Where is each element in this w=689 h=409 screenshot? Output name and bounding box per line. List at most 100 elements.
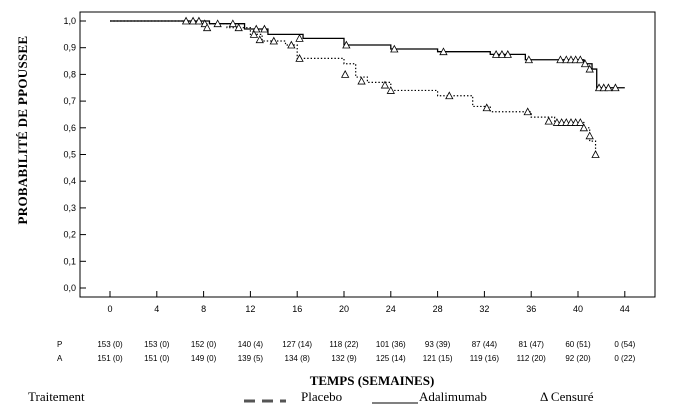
censored-marker-adalimumab [497,50,507,58]
x-tick-label: 32 [479,304,489,314]
censored-marker-placebo [576,118,585,126]
y-tick-label: 0,7 [63,96,76,106]
x-tick-label: 4 [154,304,159,314]
plot-frame [79,11,656,298]
risk-cell: 101 (36) [376,340,406,349]
y-tick-label: 0,9 [63,43,76,53]
risk-cell: 0 (22) [614,354,635,363]
censored-marker-placebo [181,16,191,25]
censored-marker-placebo [269,36,278,45]
axes [79,11,656,298]
censored-marker-adalimumab [556,55,565,64]
legend-placebo-label: Placebo [301,389,342,404]
censored-marker-adalimumab [342,40,351,49]
x-tick-label: 20 [339,304,349,314]
censored-marker-adalimumab [213,19,222,28]
censored-marker-placebo [380,80,390,89]
censored-marker-adalimumab [611,83,620,92]
censored-marker-adalimumab [228,19,238,28]
censored-marker-adalimumab [295,34,304,42]
censored-marker-placebo [585,131,594,140]
censored-marker-adalimumab [252,24,261,33]
legend: Traitement Placebo Adalimumab Δ Censuré [28,389,594,404]
series-line-placebo [110,20,597,155]
risk-cell: 87 (44) [472,340,498,349]
risk-cell: 112 (20) [517,354,547,363]
x-axis-label: TEMPS (SEMAINES) [310,373,435,388]
y-tick-label: 0,8 [63,69,76,79]
censored-marker-adalimumab [491,50,501,58]
censored-marker-adalimumab [576,55,585,64]
y-tick-label: 0,1 [63,256,76,266]
x-tick-label: 28 [433,304,443,314]
legend-censored-label: Δ Censuré [540,389,594,404]
x-tick-label: 44 [620,304,630,314]
censored-marker-placebo [194,16,204,25]
risk-cell: 125 (14) [376,354,406,363]
y-tick-label: 0,3 [63,203,76,213]
risk-cell: 139 (5) [238,354,264,363]
risk-table: P 153 (0) 153 (0) 152 (0) 140 (4) 127 (14) 118… [57,340,636,363]
legend-adalimumab-label: Adalimumab [419,389,487,404]
x-tick-label: 40 [573,304,583,314]
risk-cell: 60 (51) [565,340,591,349]
risk-cell: 134 (8) [285,354,311,363]
censored-marker-placebo [357,76,366,85]
risk-cell: 140 (4) [238,340,264,349]
censored-markers [181,16,620,158]
y-tick-label: 0,2 [63,230,76,240]
risk-cell: 118 (22) [329,340,359,349]
risk-cell: 92 (20) [565,354,591,363]
risk-cell: 153 (0) [97,340,123,349]
censored-marker-placebo [234,23,243,32]
censored-marker-adalimumab [503,50,512,58]
y-tick-label: 1,0 [63,16,76,26]
censored-marker-adalimumab [585,64,594,73]
risk-cell: 153 (0) [144,340,170,349]
censored-marker-placebo [544,116,553,125]
censored-marker-placebo [295,54,304,62]
censored-marker-placebo [579,123,589,132]
censored-marker-placebo [255,35,264,44]
risk-cell: 151 (0) [97,354,123,363]
censored-marker-placebo [249,30,259,38]
x-tick-label: 0 [107,304,112,314]
risk-cell: 149 (0) [191,354,217,363]
risk-cell: 132 (9) [331,354,357,363]
x-tick-label: 12 [245,304,255,314]
y-ticks: 0,0 0,1 0,2 0,3 0,4 0,5 0,6 0,7 0,8 0,9 1,0 [63,16,86,293]
x-tick-label: 36 [526,304,536,314]
risk-row-label: P [57,340,62,349]
censored-marker-adalimumab [439,47,448,56]
x-tick-label: 24 [386,304,396,314]
censored-marker-adalimumab [604,83,613,92]
censored-marker-placebo [386,86,395,94]
risk-cell: 93 (39) [425,340,451,349]
series-group [110,20,625,155]
censored-marker-adalimumab [390,44,399,53]
censored-marker-placebo [482,103,491,112]
series-line-adalimumab [110,20,625,89]
x-ticks: 0 4 8 12 16 20 24 28 32 36 40 44 [107,291,630,314]
x-tick-label: 16 [292,304,302,314]
y-tick-label: 0,6 [63,123,76,133]
censored-marker-adalimumab [524,55,534,64]
y-tick-label: 0,4 [63,176,76,186]
censored-marker-placebo [445,91,454,100]
censored-marker-placebo [591,150,600,158]
y-tick-label: 0,5 [63,150,76,160]
risk-cell: 152 (0) [191,340,217,349]
censored-marker-placebo [523,107,532,116]
x-tick-label: 8 [201,304,206,314]
censored-marker-placebo [202,23,212,32]
censored-marker-adalimumab [260,24,269,33]
risk-row-label: A [57,354,63,363]
risk-cell: 127 (14) [282,340,312,349]
risk-cell: 81 (47) [519,340,545,349]
y-axis-label: PROBABILITÉ DE PPOUSSEE [15,36,30,225]
censored-marker-placebo [188,16,198,25]
censored-marker-placebo [287,40,296,49]
legend-title: Traitement [28,389,85,404]
risk-cell: 0 (54) [614,340,635,349]
risk-cell: 121 (15) [423,354,453,363]
